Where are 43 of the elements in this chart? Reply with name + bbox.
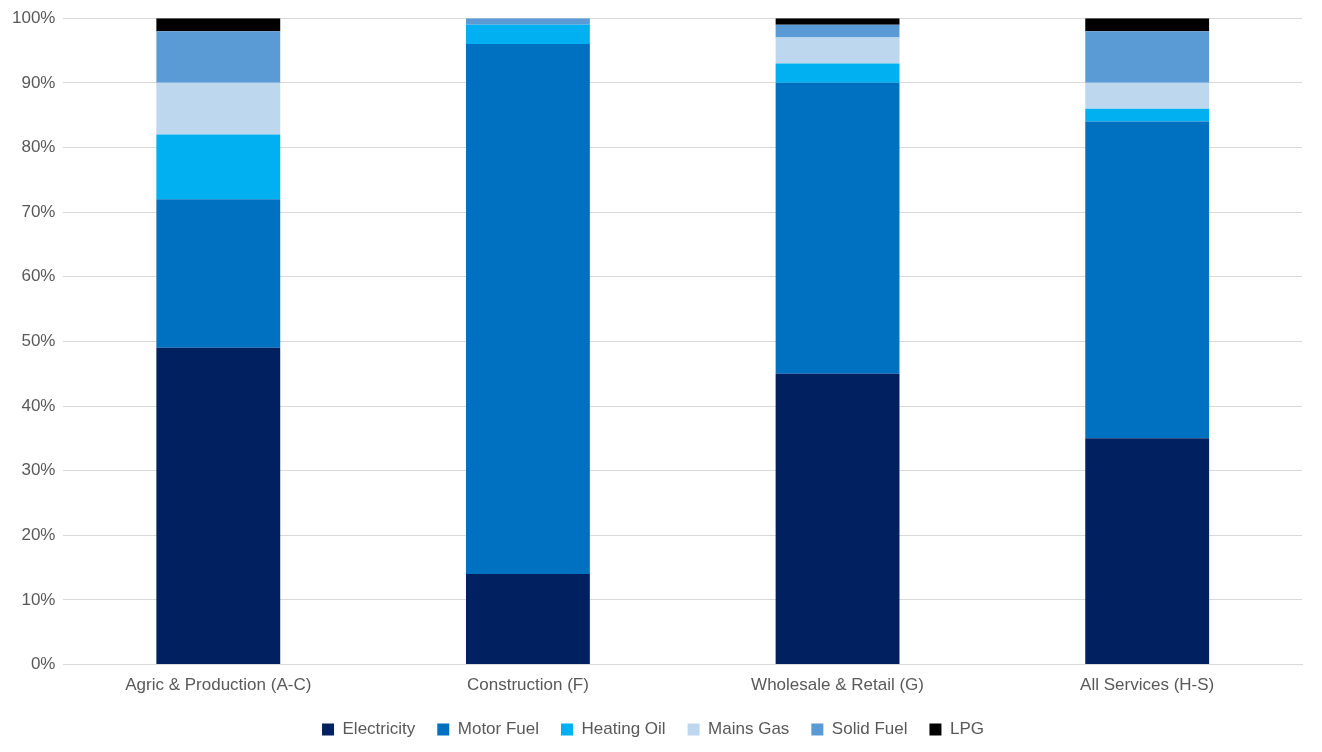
bar [156,347,281,665]
legend-label: Solid Fuel [831,719,908,739]
bar [466,44,590,575]
bar [156,82,281,135]
bar [775,24,900,38]
legend-label: Mains Gas [708,719,790,739]
bar [1085,82,1210,109]
bar [156,18,281,32]
bar [156,31,281,83]
x-tick-label: All Services (H-S) [1080,675,1215,695]
bar [775,63,900,83]
y-tick-label: 50% [21,331,56,351]
bar [466,24,590,45]
x-tick-label: Agric & Production (A-C) [125,675,312,695]
bar [1085,438,1210,665]
bar [466,18,590,25]
legend-label: LPG [949,719,984,739]
bar [156,134,281,200]
bar [1085,31,1210,83]
bar [1085,108,1210,122]
y-tick-label: 10% [21,589,56,609]
bar [775,373,900,665]
bar [466,574,590,665]
x-tick-label: Construction (F) [466,675,589,695]
y-tick-label: 70% [21,201,56,221]
legend-label: Heating Oil [581,719,666,739]
bar [156,199,281,348]
y-tick-label: 20% [21,525,56,545]
y-tick-label: 80% [21,137,56,157]
bar [1085,18,1210,32]
y-tick-label: 60% [21,266,56,286]
y-tick-label: 100% [12,7,56,27]
y-tick-label: 40% [21,395,56,415]
y-tick-label: 30% [21,460,56,480]
bar [775,18,900,25]
y-tick-label: 90% [21,72,56,92]
bar [775,82,900,374]
legend-label: Motor Fuel [457,719,540,739]
x-tick-label: Wholesale & Retail (G) [751,675,924,695]
legend-label: Electricity [342,719,416,739]
bar [1085,121,1210,439]
y-tick-label: 0% [30,654,56,674]
bar [775,37,900,64]
